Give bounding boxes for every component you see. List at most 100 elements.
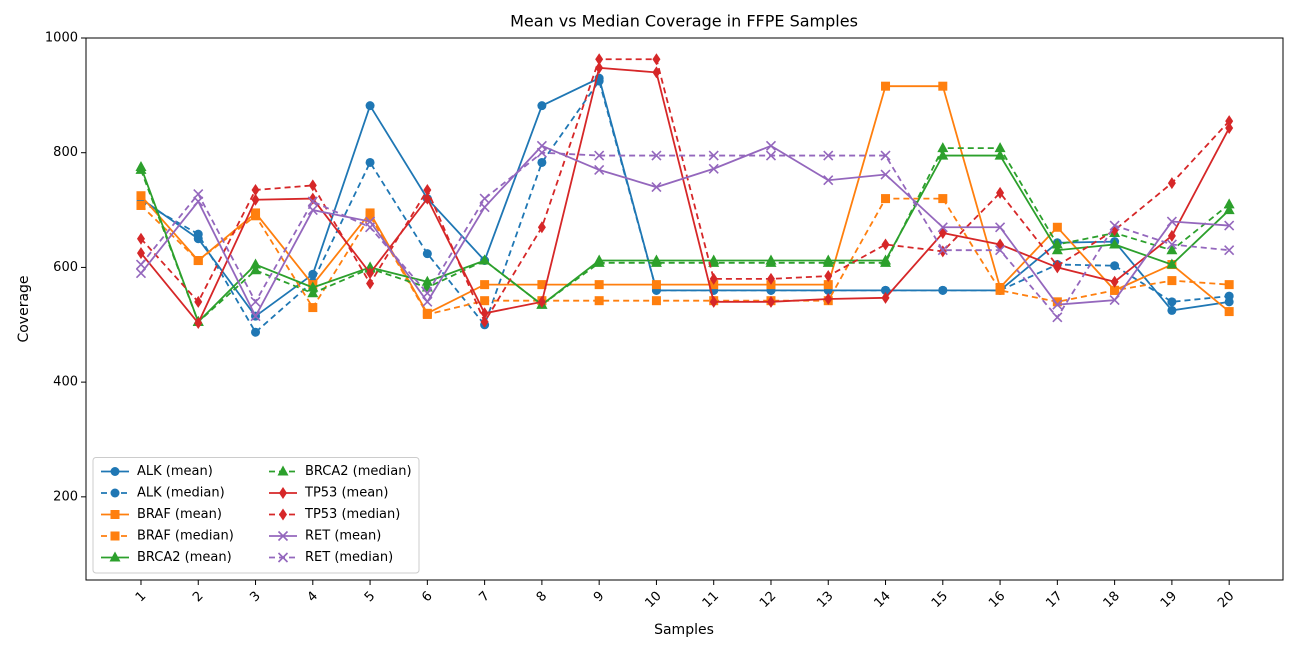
marker xyxy=(135,163,147,174)
marker xyxy=(279,508,287,521)
marker xyxy=(479,193,490,204)
marker xyxy=(251,193,260,206)
marker xyxy=(193,256,203,266)
marker xyxy=(996,238,1005,251)
marker xyxy=(422,288,433,299)
y-tick-label: 600 xyxy=(53,260,78,275)
marker xyxy=(277,530,289,542)
marker xyxy=(938,81,948,91)
marker xyxy=(1166,244,1178,255)
marker xyxy=(366,277,375,290)
marker xyxy=(1167,305,1177,315)
marker xyxy=(765,256,777,267)
marker xyxy=(422,296,433,307)
marker xyxy=(365,101,375,111)
marker xyxy=(1167,177,1176,190)
marker xyxy=(1110,285,1120,295)
marker xyxy=(1224,307,1234,317)
marker xyxy=(422,249,432,259)
marker xyxy=(595,53,604,66)
marker xyxy=(595,61,604,74)
x-axis-label: Samples xyxy=(654,622,714,638)
marker xyxy=(422,309,432,319)
chart-title: Mean vs Median Coverage in FFPE Samples xyxy=(510,12,858,31)
x-tick-label: 13 xyxy=(814,589,836,611)
y-tick-label: 400 xyxy=(53,375,78,390)
marker xyxy=(1224,280,1234,290)
marker xyxy=(651,150,662,161)
marker xyxy=(251,183,260,196)
x-tick-label: 16 xyxy=(986,589,1008,611)
marker xyxy=(110,531,120,541)
marker xyxy=(1109,295,1120,306)
marker xyxy=(1167,276,1177,286)
legend-label: BRCA2 (median) xyxy=(305,464,412,479)
marker xyxy=(823,175,834,186)
marker xyxy=(880,169,891,180)
marker xyxy=(537,280,547,290)
marker xyxy=(136,232,145,245)
series-line xyxy=(140,66,1230,325)
marker xyxy=(1109,238,1121,249)
marker xyxy=(365,211,375,221)
marker xyxy=(881,285,891,295)
marker xyxy=(708,163,719,174)
marker xyxy=(135,268,147,279)
marker xyxy=(250,264,262,275)
marker xyxy=(308,303,318,313)
x-tick-label: 11 xyxy=(700,589,722,611)
x-tick-label: 5 xyxy=(362,589,378,605)
marker xyxy=(881,81,891,91)
marker xyxy=(766,272,775,285)
x-tick-label: 9 xyxy=(591,589,607,605)
marker xyxy=(479,254,491,265)
marker xyxy=(423,183,432,196)
x-tick-label: 15 xyxy=(929,589,951,611)
marker xyxy=(937,142,949,153)
marker xyxy=(880,256,892,267)
marker xyxy=(307,287,319,298)
marker xyxy=(307,281,319,292)
marker xyxy=(480,280,490,290)
marker xyxy=(110,488,120,498)
marker xyxy=(937,245,948,256)
legend-label: BRCA2 (mean) xyxy=(137,550,232,565)
marker xyxy=(480,296,490,306)
marker xyxy=(823,150,834,161)
marker xyxy=(651,182,662,193)
series-line xyxy=(140,151,1230,319)
marker xyxy=(277,465,289,476)
legend-label: ALK (median) xyxy=(137,486,225,501)
legend-label: TP53 (mean) xyxy=(304,486,388,501)
x-tick-label: 6 xyxy=(419,589,435,605)
marker xyxy=(136,247,145,260)
y-axis-label: Coverage xyxy=(16,275,32,342)
x-tick-label: 14 xyxy=(872,589,894,611)
marker xyxy=(594,280,604,290)
marker xyxy=(766,295,775,308)
marker xyxy=(109,551,121,562)
marker xyxy=(824,270,833,283)
marker xyxy=(1051,238,1063,249)
marker xyxy=(277,552,289,563)
marker xyxy=(594,296,604,306)
marker xyxy=(308,179,317,192)
marker xyxy=(250,296,261,307)
x-tick-label: 12 xyxy=(757,589,779,611)
marker xyxy=(1052,297,1062,307)
marker xyxy=(480,315,489,328)
legend-label: TP53 (median) xyxy=(304,507,400,522)
marker xyxy=(937,222,948,233)
marker xyxy=(365,222,376,233)
marker xyxy=(594,164,605,175)
marker xyxy=(651,280,661,290)
marker xyxy=(708,150,719,161)
series-line xyxy=(140,58,1230,324)
marker xyxy=(1224,291,1234,301)
marker xyxy=(995,285,1005,295)
marker xyxy=(423,192,432,205)
x-tick-label: 1 xyxy=(133,589,149,605)
marker xyxy=(537,295,546,308)
marker xyxy=(765,140,777,151)
marker xyxy=(937,149,949,160)
